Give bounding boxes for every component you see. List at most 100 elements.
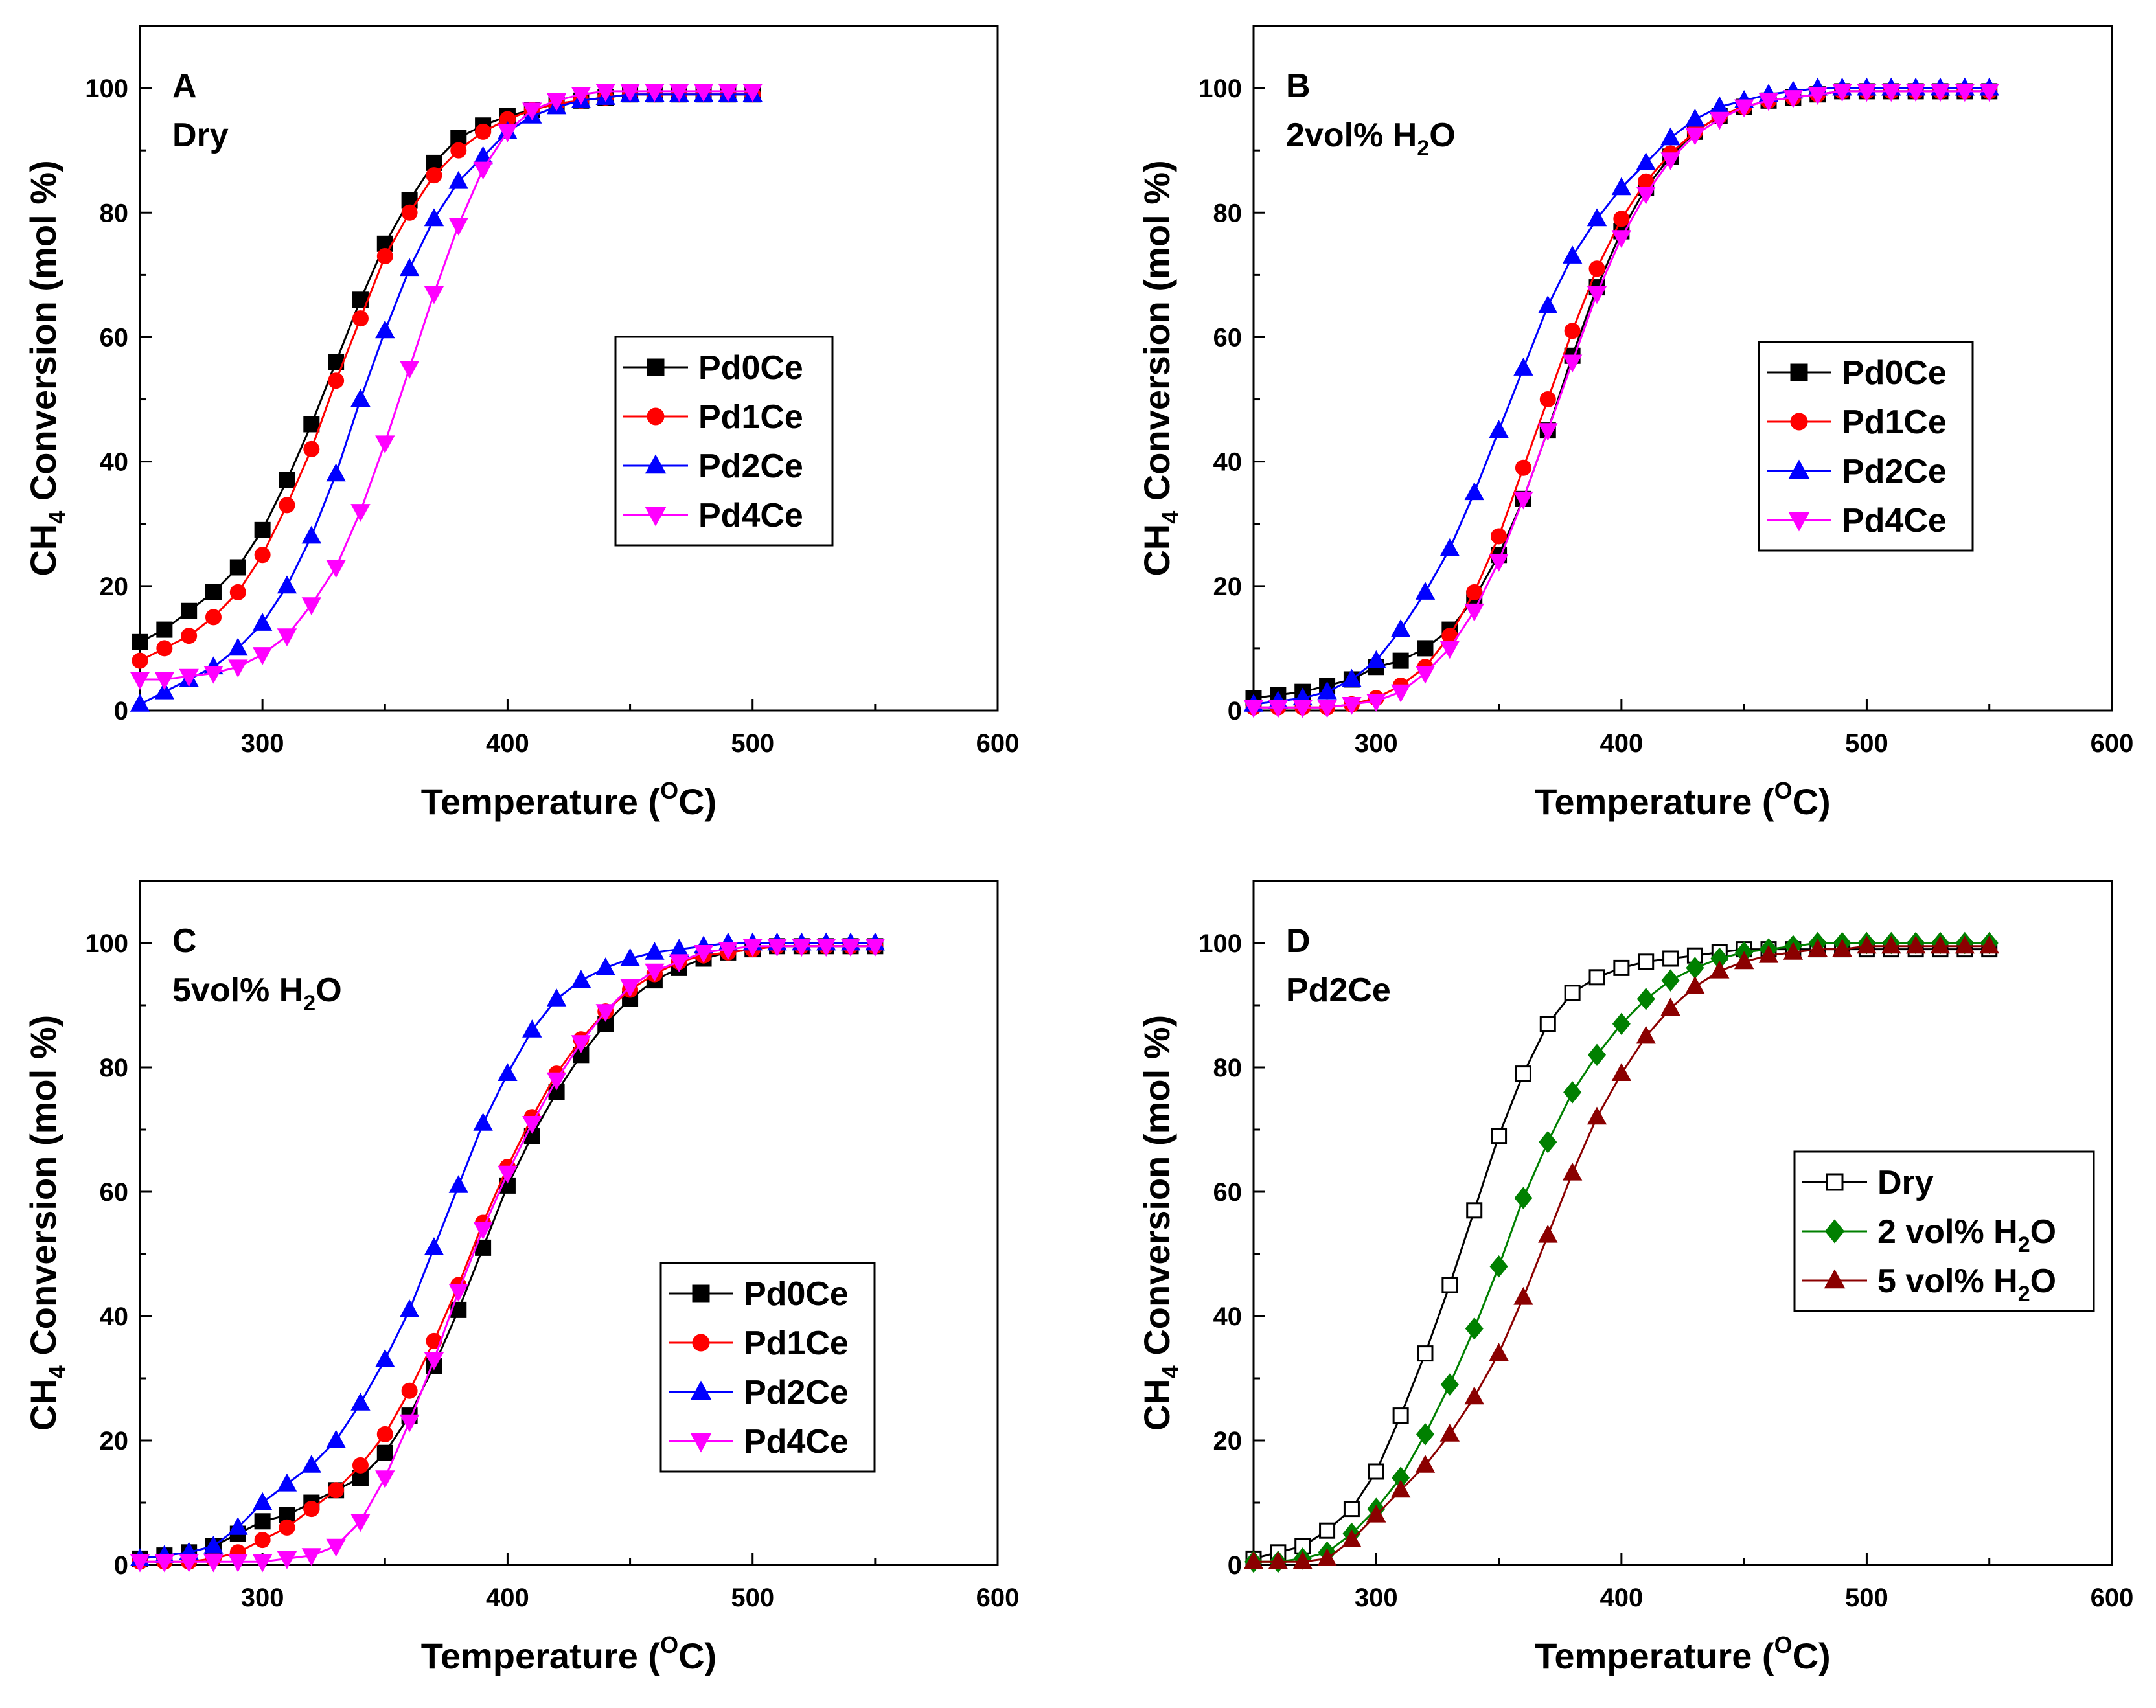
- y-tick-label: 60: [1213, 1178, 1243, 1207]
- series-5-vol-h: [1243, 935, 1999, 1569]
- data-point: [1636, 187, 1656, 205]
- legend-marker: [692, 1334, 710, 1352]
- data-point: [498, 1165, 518, 1184]
- data-point: [132, 652, 148, 669]
- legend: Pd0Ce Pd1Ce Pd2Ce Pd4Ce: [659, 1262, 876, 1473]
- plot-frame: [1252, 25, 2113, 712]
- panel-condition: 5vol% H2O: [172, 972, 342, 1016]
- data-point: [1613, 211, 1630, 227]
- data-point: [154, 672, 175, 690]
- data-point: [1466, 584, 1483, 600]
- data-point: [522, 102, 542, 121]
- data-point: [1539, 1130, 1557, 1154]
- data-point: [181, 628, 198, 644]
- y-axis-title: CH4 Conversion (mol %): [1136, 160, 1184, 576]
- data-point: [303, 440, 320, 457]
- data-point: [156, 640, 173, 657]
- data-point: [350, 389, 371, 407]
- data-point: [620, 979, 640, 997]
- y-tick-label: 100: [85, 929, 128, 958]
- data-point: [1489, 420, 1509, 438]
- data-point: [1955, 935, 1975, 954]
- data-point: [1807, 87, 1828, 106]
- panel-letter: C: [172, 922, 197, 960]
- data-point: [475, 123, 492, 140]
- data-point: [1514, 1187, 1533, 1209]
- data-point: [205, 609, 222, 626]
- data-point: [130, 1554, 150, 1573]
- data-point: [375, 435, 395, 454]
- legend: Pd0Ce Pd1Ce Pd2Ce Pd4Ce: [614, 336, 834, 547]
- data-point: [1392, 652, 1409, 669]
- data-point: [303, 416, 320, 433]
- data-point: [424, 1237, 444, 1255]
- data-point: [1366, 694, 1386, 712]
- data-point: [1439, 641, 1460, 659]
- data-point: [399, 258, 420, 277]
- data-point: [1638, 953, 1655, 970]
- x-tick-label: 500: [1845, 1584, 1888, 1612]
- data-point: [130, 694, 150, 712]
- legend-marker: [1826, 1173, 1844, 1191]
- legend-label: Pd4Ce: [1842, 502, 1947, 540]
- x-tick-label: 300: [241, 1584, 284, 1612]
- legend-marker: [690, 1380, 712, 1400]
- data-point: [448, 218, 468, 236]
- data-point: [742, 84, 763, 102]
- data-point: [1905, 84, 1926, 102]
- data-point: [718, 942, 739, 960]
- data-point: [1268, 1551, 1289, 1569]
- data-point: [1588, 969, 1605, 986]
- data-point: [1464, 603, 1484, 622]
- data-point: [399, 1414, 420, 1433]
- data-point: [205, 584, 222, 600]
- data-point: [1857, 84, 1877, 102]
- data-point: [1611, 230, 1632, 249]
- legend-label: Pd2Ce: [744, 1374, 849, 1411]
- legend-label: Dry: [1877, 1164, 1934, 1201]
- data-point: [1930, 84, 1951, 102]
- data-point: [473, 1222, 493, 1240]
- data-point: [229, 559, 246, 576]
- data-point: [546, 1072, 567, 1091]
- data-point: [229, 584, 246, 600]
- data-point: [1636, 988, 1655, 1010]
- data-point: [376, 248, 393, 265]
- data-point: [1979, 935, 1999, 954]
- plot-frame: [139, 25, 999, 712]
- legend-label: Pd1Ce: [744, 1325, 849, 1362]
- data-point: [571, 1035, 591, 1053]
- legend-label: Pd2Ce: [698, 448, 803, 485]
- data-point: [375, 320, 395, 339]
- data-point: [1366, 1504, 1386, 1523]
- y-tick-label: 20: [1213, 573, 1243, 601]
- legend-marker: [1824, 1269, 1846, 1289]
- data-point: [1491, 528, 1508, 545]
- data-point: [1292, 1551, 1313, 1569]
- data-point: [1832, 939, 1852, 957]
- legend-marker: [647, 407, 665, 426]
- data-point: [1489, 553, 1509, 572]
- data-point: [1243, 700, 1264, 718]
- data-point: [1636, 1025, 1656, 1044]
- data-point: [252, 1492, 273, 1510]
- x-tick-label: 500: [731, 729, 774, 758]
- data-point: [595, 957, 615, 975]
- data-point: [326, 560, 346, 578]
- legend-label: 2 vol% H2O: [1877, 1213, 2056, 1257]
- data-point: [1562, 1162, 1583, 1181]
- data-point: [1489, 1343, 1509, 1361]
- data-point: [277, 575, 297, 594]
- chart-panel-b: 300 400 500 600 0 20 40 60 80 100 Temperature (OC)…: [1136, 25, 2133, 822]
- legend-marker: [1824, 1219, 1845, 1244]
- data-point: [328, 1482, 345, 1499]
- y-tick-label: 20: [100, 1427, 129, 1455]
- x-tick-label: 400: [486, 729, 529, 758]
- data-point: [1710, 960, 1730, 979]
- data-point: [1685, 108, 1705, 127]
- data-point: [448, 170, 468, 189]
- panel-condition: 2vol% H2O: [1286, 117, 1456, 161]
- data-point: [301, 597, 321, 615]
- data-point: [1489, 1255, 1508, 1278]
- legend-label: Pd2Ce: [1842, 453, 1947, 490]
